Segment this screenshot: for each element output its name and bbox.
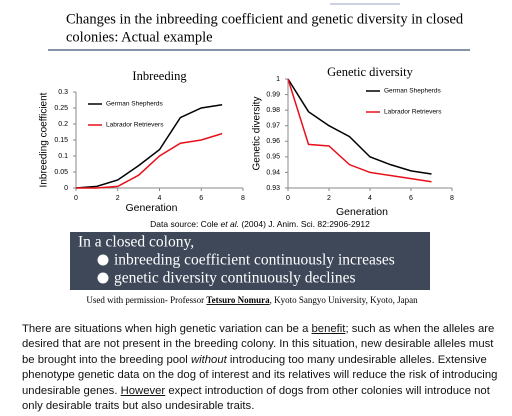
paragraph: There are situations when high genetic v…: [22, 322, 504, 414]
paragraph-text: benefit: [311, 323, 346, 335]
y-tick-label: 0.15: [54, 137, 68, 144]
y-tick-label: 0.25: [54, 105, 68, 112]
y-tick-label: 0.94: [266, 169, 280, 176]
y-axis-label: Genetic diversity: [252, 97, 263, 171]
paragraph-text: expect introduction of dogs from other c…: [22, 384, 490, 413]
legend-label: German Shepherds: [106, 101, 163, 108]
y-tick-label: 0.95: [266, 154, 280, 161]
x-tick-label: 0: [74, 195, 78, 202]
paragraph-text: without: [190, 353, 227, 366]
legend-label: Labrador Retrievers: [106, 122, 164, 129]
y-axis-label: Inbreeding coefficient: [39, 92, 50, 187]
x-tick-label: 2: [327, 195, 331, 202]
x-tick-label: 2: [116, 195, 120, 202]
y-tick-label: 0.98: [266, 107, 280, 114]
x-tick-label: 4: [158, 195, 162, 202]
x-tick-label: 0: [286, 195, 290, 202]
series-line: [287, 78, 432, 183]
legend-label: Labrador Retrievers: [384, 109, 442, 116]
paragraph-text: There are situations when high genetic v…: [22, 323, 312, 335]
x-axis-label: Generation: [336, 206, 388, 218]
chart-title: Genetic diversity: [327, 65, 413, 79]
source-text: Data source: Cole: [150, 219, 220, 229]
summary-bullet: inbreeding coefficient continuously incr…: [114, 252, 395, 269]
source: Data source: Cole et al. (2004) J. Anim.…: [150, 219, 370, 229]
permission-text: , Kyoto Sangyo University, Kyoto, Japan: [270, 295, 418, 305]
title-line: colonies: Actual example: [66, 29, 213, 45]
chart-title: Inbreeding: [132, 69, 187, 83]
paragraph-text: introducing too many undesirable alleles…: [22, 353, 498, 397]
y-tick-label: 0.96: [266, 138, 280, 145]
slide: Changes in the inbreeding coefficient an…: [39, 3, 470, 305]
y-tick-label: 0: [64, 185, 68, 192]
title-line: Changes in the inbreeding coefficient an…: [66, 11, 464, 27]
paragraph-text: However: [120, 384, 166, 397]
summary-bullet: genetic diversity continuously declines: [114, 270, 355, 287]
y-tick-label: 0.05: [54, 169, 68, 176]
summary-heading: In a closed colony,: [78, 234, 194, 251]
x-tick-label: 8: [450, 195, 454, 202]
bullet: [97, 272, 109, 284]
x-tick-label: 6: [199, 195, 203, 202]
y-tick-label: 0.99: [266, 91, 280, 98]
series-line: [76, 132, 223, 189]
series-line: [287, 78, 432, 175]
permission-name: Tetsuro Nomura: [206, 295, 270, 305]
summary-box: [70, 232, 430, 290]
x-tick-label: 4: [368, 195, 372, 202]
permission: Used with permission- Professor Tetsuro …: [86, 295, 418, 305]
source-text: et al.: [221, 219, 239, 229]
x-tick-label: 8: [241, 195, 245, 202]
series-line: [75, 104, 223, 189]
paragraph-text: ; such as when the alleles are desired t…: [22, 323, 495, 366]
x-tick-label: 6: [409, 195, 413, 202]
permission-text: Used with permission- Professor: [86, 295, 206, 305]
y-tick-label: 1: [276, 76, 280, 83]
y-tick-label: 0.93: [266, 185, 280, 192]
y-tick-label: 0.2: [58, 121, 68, 128]
legend-label: German Shepherds: [384, 88, 441, 95]
y-tick-label: 0.97: [266, 123, 280, 130]
source-text: (2004) J. Anim. Sci. 82:2906-2912: [239, 219, 370, 229]
y-tick-label: 0.3: [58, 89, 68, 96]
x-axis-label: Generation: [126, 202, 178, 214]
y-tick-label: 0.1: [58, 153, 68, 160]
bullet: [97, 254, 109, 266]
